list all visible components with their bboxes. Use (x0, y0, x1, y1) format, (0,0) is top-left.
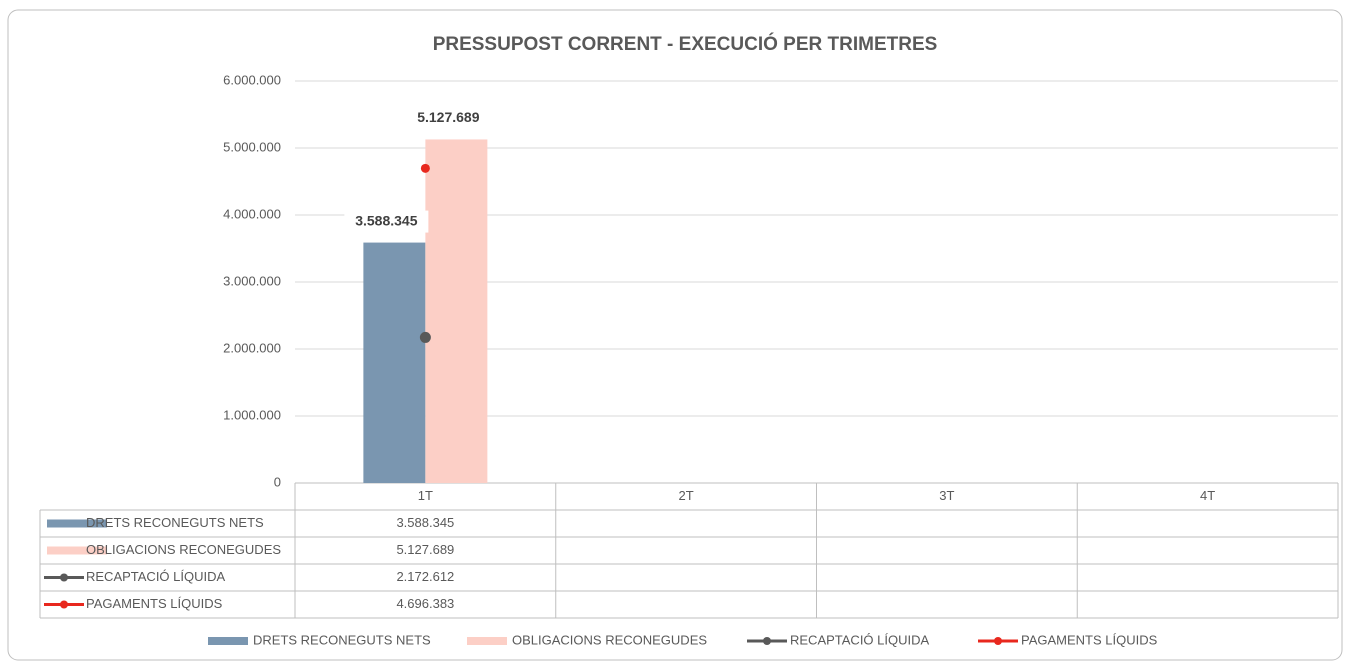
x-tick-label: 1T (418, 488, 433, 503)
table-value: 4.696.383 (396, 596, 454, 611)
legend-swatch (47, 546, 107, 555)
marker (420, 163, 430, 173)
y-tick-label: 6.000.000 (223, 72, 281, 87)
chart-title: PRESSUPOST CORRENT - EXECUCIÓ PER TRIMET… (433, 33, 938, 55)
chart-border (7, 9, 1343, 661)
legend-swatch (60, 573, 68, 582)
y-tick-label: 1.000.000 (223, 407, 281, 422)
legend-swatch (763, 637, 771, 645)
legend-swatch (994, 637, 1002, 645)
table-value: 5.127.689 (396, 542, 454, 557)
table-series-name: DRETS RECONEGUTS NETS (86, 515, 264, 530)
y-tick-label: 2.000.000 (223, 340, 281, 355)
x-tick-label: 4T (1200, 488, 1215, 503)
legend-swatch (467, 637, 507, 645)
data-label-bg (344, 210, 429, 233)
table-value: 2.172.612 (396, 569, 454, 584)
data-label: 5.127.689 (417, 109, 479, 125)
legend-swatch (47, 519, 107, 528)
data-label-bg (406, 107, 491, 130)
bar (425, 139, 488, 484)
y-tick-label: 3.000.000 (223, 273, 281, 288)
y-tick-label: 4.000.000 (223, 206, 281, 221)
table-series-name: OBLIGACIONS RECONEGUDES (86, 542, 281, 557)
legend-label: OBLIGACIONS RECONEGUDES (512, 632, 707, 647)
legend-label: PAGAMENTS LÍQUIDS (1021, 632, 1158, 647)
marker (419, 331, 431, 343)
x-tick-label: 2T (679, 488, 694, 503)
y-tick-label: 5.000.000 (223, 139, 281, 154)
data-label: 3.588.345 (355, 212, 417, 228)
legend-swatch (60, 600, 68, 609)
table-series-name: PAGAMENTS LÍQUIDS (86, 596, 223, 611)
x-tick-label: 3T (939, 488, 954, 503)
table-series-name: RECAPTACIÓ LÍQUIDA (86, 569, 226, 584)
legend-label: RECAPTACIÓ LÍQUIDA (790, 632, 930, 647)
y-tick-label: 0 (274, 474, 281, 489)
legend-label: DRETS RECONEGUTS NETS (253, 632, 431, 647)
legend-swatch (208, 637, 248, 645)
bar (363, 242, 426, 483)
table-value: 3.588.345 (396, 515, 454, 530)
